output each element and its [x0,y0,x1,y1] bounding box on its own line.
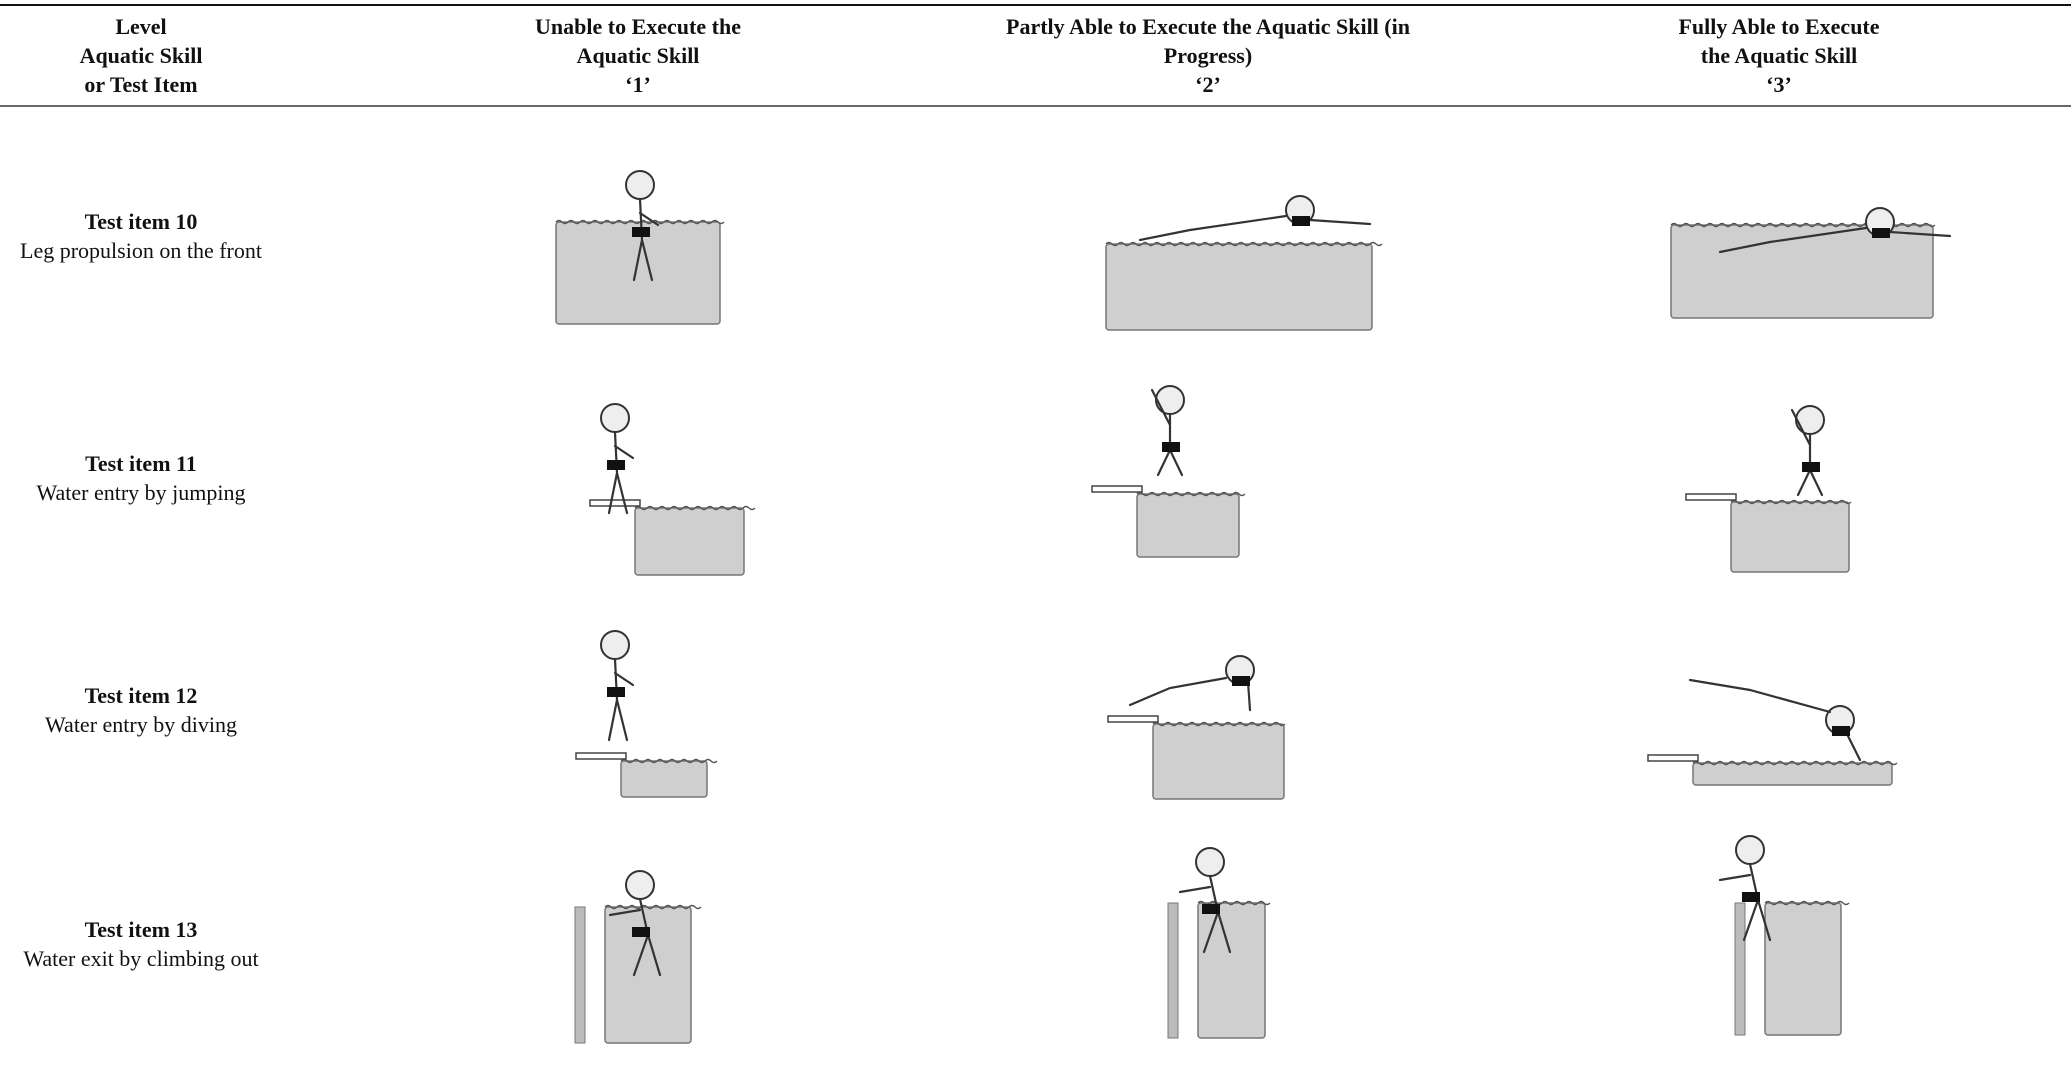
header-line: ‘2’ [1195,72,1221,97]
diving-block [589,499,641,507]
swimsuit [1872,228,1890,238]
pool-water [604,906,692,1044]
pool-water [1152,723,1285,800]
swimsuit [1832,726,1850,736]
test-item: Test item 10 [84,209,198,234]
pool-water [1692,762,1893,786]
row-label: Test item 10 Leg propulsion on the front [20,207,262,265]
head [1155,385,1185,415]
skill-name: Water exit by climbing out [23,946,259,971]
header-line: ‘3’ [1766,72,1792,97]
head [1735,835,1765,865]
pool-water [1197,902,1266,1039]
figure [1688,678,1862,762]
figure [632,197,660,282]
test-item: Test item 13 [84,917,198,942]
header-line: Level [115,14,167,39]
pool-water [1670,224,1934,319]
swimsuit [632,927,650,937]
swimsuit [607,687,625,697]
swimsuit [632,227,650,237]
header-line: or Test Item [84,72,198,97]
wave [1152,721,1286,727]
diving-block [575,752,627,760]
pool-water [1764,902,1842,1036]
wave [634,505,756,511]
wave [1692,760,1898,766]
row-label: Test item 13 Water exit by climbing out [23,915,258,973]
header-line: Progress) [1163,43,1253,68]
head [1795,405,1825,435]
figure [607,430,635,515]
wave [620,758,718,764]
header-line: Partly Able to Execute the Aquatic Skill… [1006,14,1410,39]
pool-water [1730,501,1850,573]
head [600,403,630,433]
pool-wall [1167,902,1179,1039]
diving-block [1647,754,1699,762]
header-line: the Aquatic Skill [1700,43,1858,68]
skill-name: Water entry by jumping [36,480,246,505]
pool-wall [1734,902,1746,1036]
header-line: ‘1’ [625,72,651,97]
column-header: Partly Able to Execute the Aquatic Skill… [1006,12,1410,99]
wave [604,904,702,910]
wave [1197,900,1271,906]
column-header: Unable to Execute the Aquatic Skill ‘1’ [535,12,741,99]
swimsuit [1202,904,1220,914]
column-header: Fully Able to Execute the Aquatic Skill ‘3… [1678,12,1879,99]
row-label: Test item 11 Water entry by jumping [36,449,245,507]
pool-water [1105,243,1373,331]
pool-wall [574,906,586,1044]
swimsuit [1162,442,1180,452]
figure [1138,214,1372,242]
column-header: Level Aquatic Skill or Test Item [80,12,203,99]
head [600,630,630,660]
head [625,170,655,200]
header-line: Unable to Execute the [535,14,741,39]
diving-block [1107,715,1159,723]
test-item: Test item 11 [85,451,197,476]
pool-water [620,760,708,798]
figure [1128,676,1252,712]
pool-water [1136,493,1240,558]
diving-block [1685,493,1737,501]
swimsuit [1742,892,1760,902]
header-line: Fully Able to Execute [1678,14,1880,39]
figure [1718,226,1952,254]
swimsuit [1292,216,1310,226]
header-line: Aquatic Skill [576,43,700,68]
skill-name: Water entry by diving [45,712,237,737]
diving-block [1091,485,1143,493]
swimsuit [1802,462,1820,472]
head [625,870,655,900]
swimsuit [1232,676,1250,686]
wave [1730,499,1852,505]
wave [1105,241,1383,247]
wave [555,219,725,225]
row-label: Test item 12 Water entry by diving [45,681,237,739]
pool-water [555,221,721,325]
wave [1764,900,1850,906]
test-item: Test item 12 [84,683,198,708]
wave [1136,491,1246,497]
pool-water [634,507,745,576]
swimsuit [607,460,625,470]
skill-name: Leg propulsion on the front [20,238,262,263]
figure [607,657,635,742]
head [1195,847,1225,877]
header-line: Aquatic Skill [79,43,203,68]
